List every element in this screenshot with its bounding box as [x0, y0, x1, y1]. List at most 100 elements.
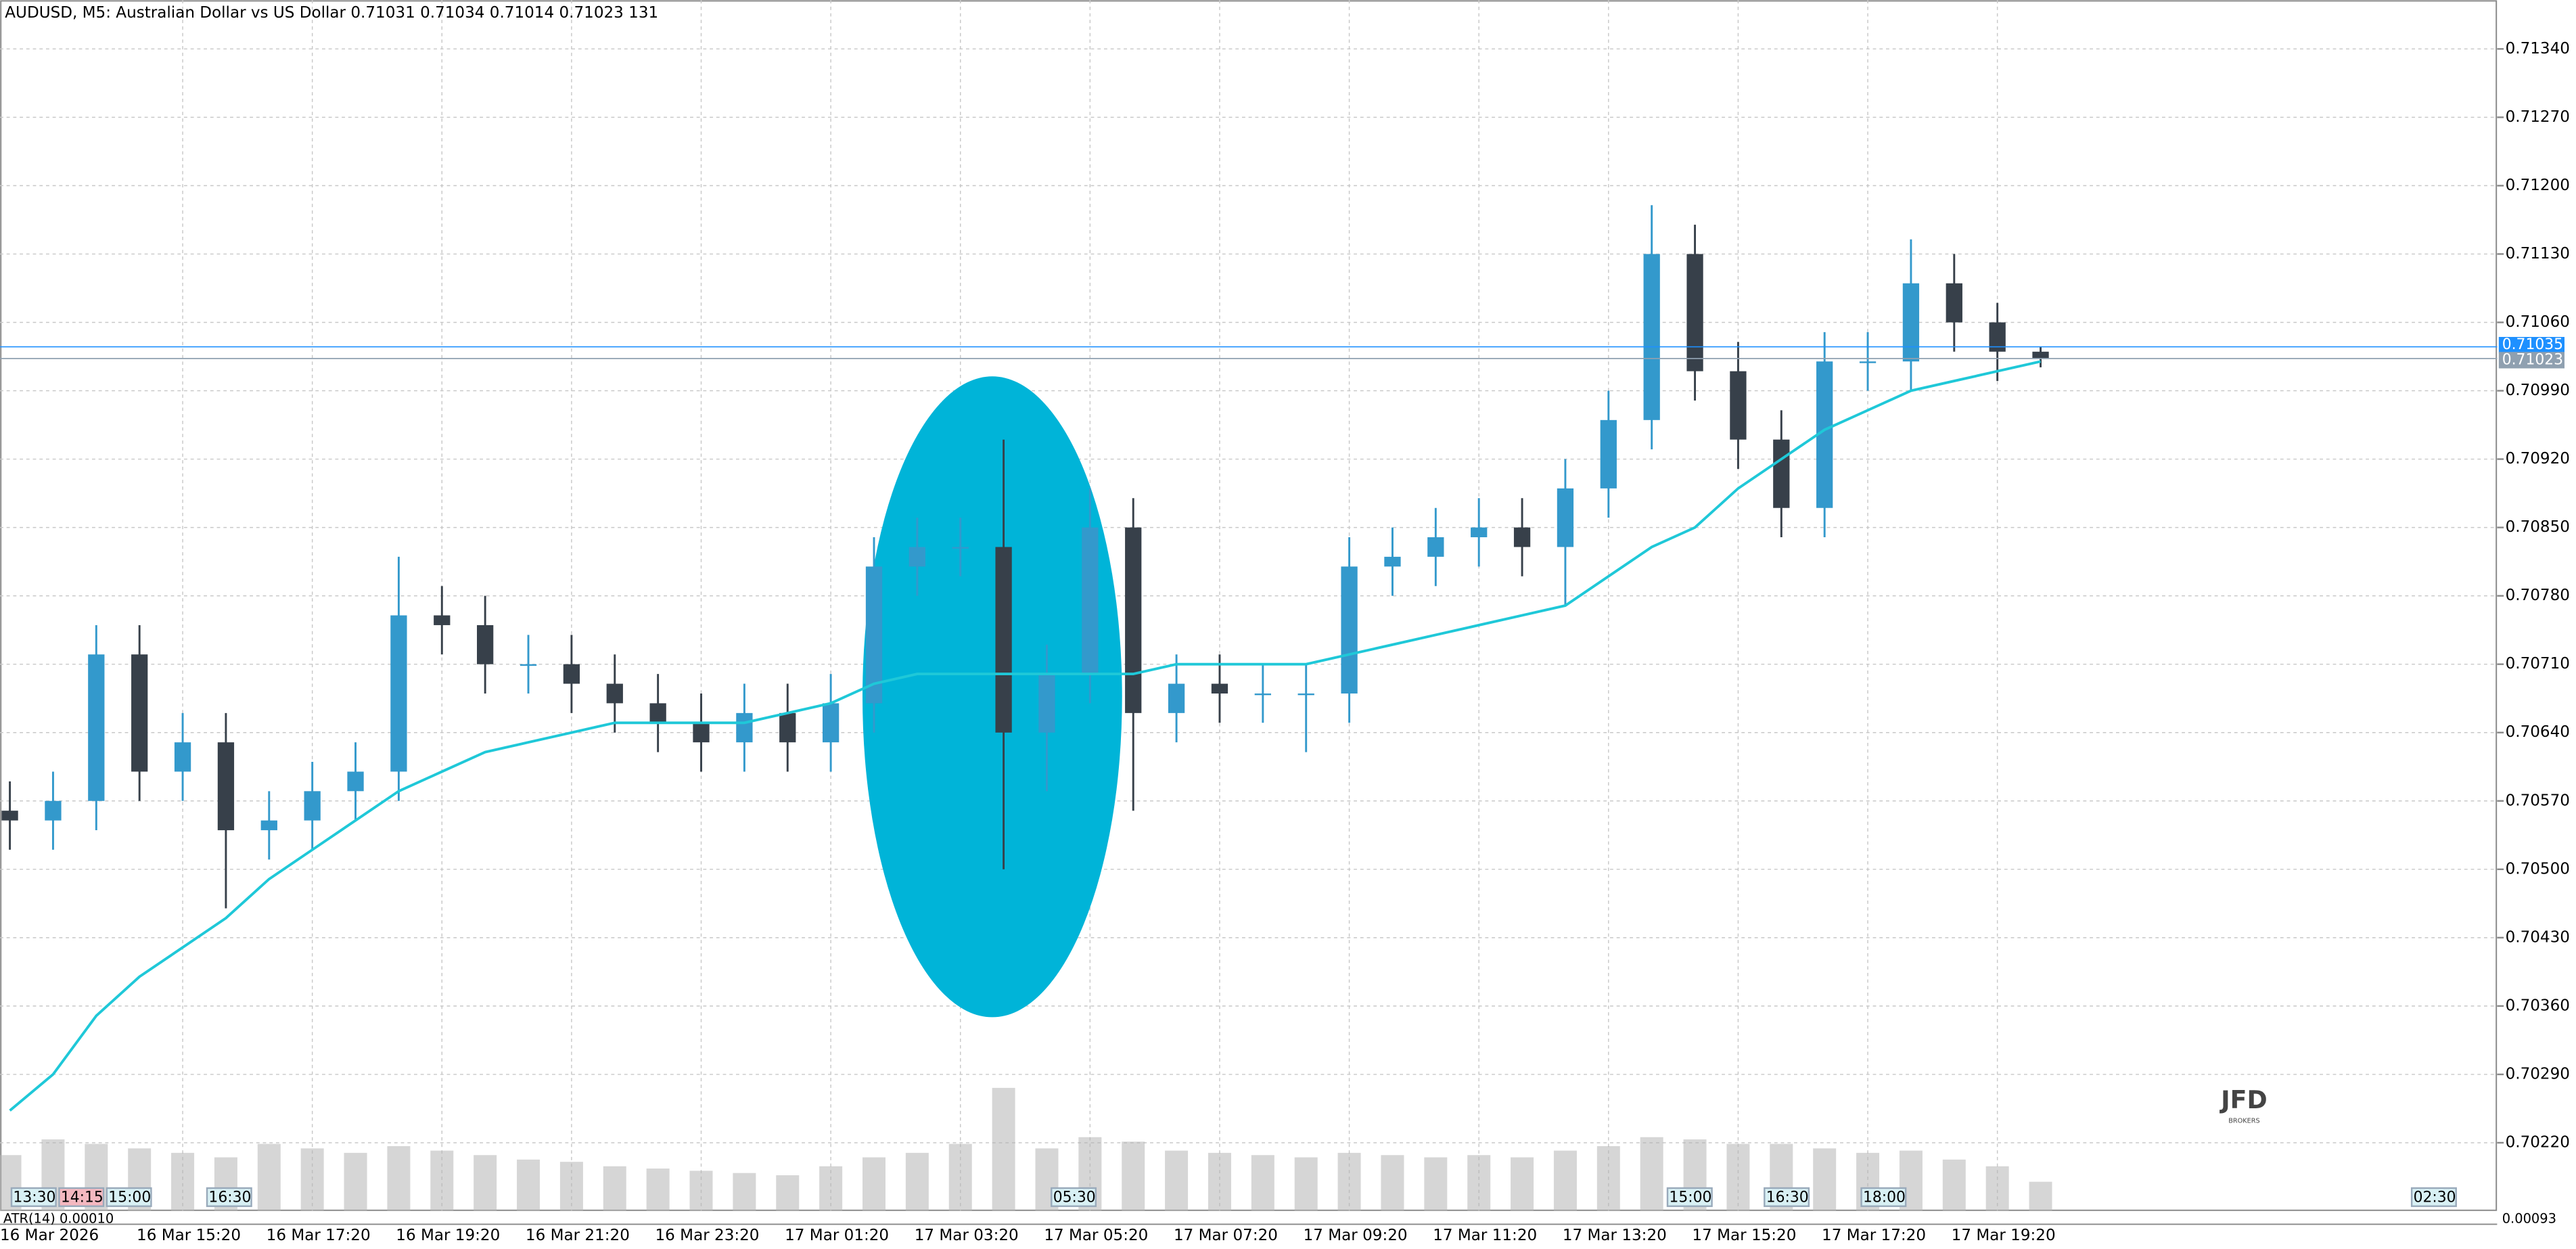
x-tick-label: 17 Mar 09:20 [1304, 1227, 1408, 1244]
volume-bar [689, 1171, 713, 1211]
candle-body [1384, 556, 1401, 567]
time-marker: 18:00 [1863, 1189, 1906, 1206]
candle-body [1038, 674, 1055, 733]
volume-bar [1726, 1143, 1750, 1211]
indicator-tick: 0.00093 [2502, 1211, 2556, 1227]
candle-body [822, 703, 840, 743]
volume-bar [733, 1173, 756, 1211]
price-label: 0.71023 [2502, 351, 2563, 368]
candle-body [1427, 537, 1444, 557]
y-tick-label: 0.70850 [2506, 518, 2570, 536]
time-marker-box [206, 1187, 252, 1207]
y-tick-label: 0.71130 [2506, 245, 2570, 263]
volume-bar [1942, 1159, 1966, 1211]
candle-body [1211, 683, 1228, 694]
time-marker-box [10, 1187, 57, 1207]
candle-body [1471, 527, 1488, 538]
volume-bar [257, 1143, 281, 1211]
candle-body [1168, 683, 1185, 713]
volume-bar [1640, 1137, 1663, 1211]
x-tick-label: 17 Mar 13:20 [1563, 1227, 1667, 1244]
candle-body [1513, 527, 1531, 547]
volume-bar [1337, 1152, 1361, 1211]
time-marker: 14:15 [61, 1189, 104, 1206]
indicator-label: ATR(14) 0.00010 [3, 1211, 114, 1227]
volume-bar [344, 1152, 367, 1211]
candle-body [390, 615, 407, 772]
chart-title: AUDUSD, M5: Australian Dollar vs US Doll… [5, 4, 658, 22]
y-tick-label: 0.70430 [2506, 928, 2570, 946]
logo: JFD [2219, 1085, 2268, 1114]
time-marker-box [1666, 1187, 1713, 1207]
price-label: 0.71035 [2502, 336, 2563, 353]
candle-body [434, 615, 451, 625]
candle-body [520, 664, 537, 666]
candle-body [174, 742, 191, 772]
volume-bar [992, 1087, 1015, 1211]
candle-body [1297, 693, 1314, 696]
time-marker: 15:00 [108, 1189, 151, 1206]
candle-body [563, 664, 580, 684]
x-tick-label: 17 Mar 01:20 [785, 1227, 889, 1244]
time-marker: 02:30 [2414, 1189, 2456, 1206]
candle-body [606, 683, 623, 704]
x-tick-label: 16 Mar 19:20 [396, 1227, 500, 1244]
y-tick-label: 0.70220 [2506, 1133, 2570, 1151]
volume-bar [819, 1166, 843, 1211]
candle-body [1859, 361, 1877, 363]
candle-body [1082, 527, 1099, 675]
candle-body [304, 791, 321, 821]
time-marker: 13:30 [13, 1189, 55, 1206]
x-tick-label: 17 Mar 11:20 [1433, 1227, 1537, 1244]
volume-bar [387, 1145, 411, 1211]
volume-bar [1424, 1157, 1448, 1211]
time-marker-box [1764, 1187, 1810, 1207]
price-label-box [2498, 352, 2564, 369]
candle-body [649, 703, 666, 723]
candle-body [1341, 566, 1358, 694]
volume-bar [1596, 1145, 1620, 1211]
candle-body [736, 712, 753, 743]
candle-body [1600, 419, 1617, 489]
y-tick-label: 0.71340 [2506, 40, 2570, 58]
y-tick-label: 0.70710 [2506, 655, 2570, 673]
candle-body [217, 742, 235, 831]
x-tick-label: 17 Mar 17:20 [1822, 1227, 1926, 1244]
candle-body [1946, 283, 1962, 323]
volume-bar [171, 1152, 195, 1211]
x-tick-label: 16 Mar 23:20 [656, 1227, 760, 1244]
x-tick-label: 16 Mar 21:20 [526, 1227, 630, 1244]
y-tick-label: 0.70990 [2506, 382, 2570, 399]
candle-body [865, 566, 883, 704]
candle-body [1730, 371, 1747, 440]
candle-body [88, 654, 105, 801]
x-tick-label: 17 Mar 19:20 [1952, 1227, 2056, 1244]
price-label-box [2498, 336, 2564, 354]
candle-body [1125, 527, 1142, 713]
y-tick-label: 0.70780 [2506, 587, 2570, 604]
y-tick-label: 0.70920 [2506, 450, 2570, 468]
plot-frame [0, 0, 2498, 1211]
time-marker-box [1051, 1187, 1097, 1207]
volume-bar [948, 1143, 972, 1211]
candle-body [952, 547, 969, 549]
time-marker: 16:30 [1766, 1189, 1809, 1206]
y-tick-label: 0.70570 [2506, 792, 2570, 809]
x-tick-label: 17 Mar 07:20 [1174, 1227, 1278, 1244]
volume-bar [776, 1175, 800, 1211]
x-tick-label: 17 Mar 15:20 [1692, 1227, 1796, 1244]
candle-body [995, 547, 1012, 733]
volume-bar [1985, 1166, 2009, 1211]
volume-bar [862, 1157, 886, 1211]
time-marker-box [58, 1187, 105, 1207]
candle-body [1902, 283, 1920, 362]
x-tick-label: 16 Mar 15:20 [137, 1227, 241, 1244]
candle-body [1773, 439, 1790, 508]
volume-bar [1467, 1155, 1491, 1211]
x-tick-label: 17 Mar 03:20 [915, 1227, 1019, 1244]
volume-bar [2029, 1181, 2052, 1211]
volume-bar [905, 1152, 929, 1211]
x-tick-label: 16 Mar 2026 [0, 1227, 99, 1244]
